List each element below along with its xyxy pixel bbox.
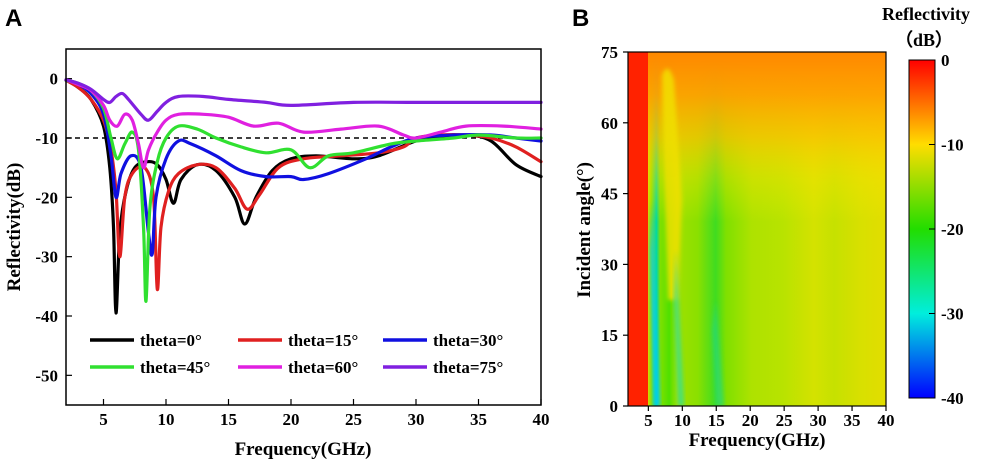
x-tick-label: 30 (408, 410, 425, 429)
panel-a-label: A (5, 5, 22, 32)
y-tick-label: 0 (50, 70, 59, 89)
x-tick-label: 15 (220, 410, 237, 429)
heatmap-y-tick-label: 0 (610, 397, 619, 416)
y-tick-label: -20 (35, 188, 58, 207)
legend-label-1: theta=15° (288, 331, 358, 350)
colorbar-tick-label: 0 (941, 51, 950, 70)
x-tick-label: 5 (99, 410, 108, 429)
colorbar-ticks: 0 -10 -20 -30 -40 (929, 51, 964, 408)
heatmap-low-freq-band (628, 52, 648, 406)
heatmap-x-tick-label: 10 (674, 411, 691, 430)
colorbar-title: Reflectivity (882, 4, 970, 24)
heatmap-absorption-streak-2 (674, 250, 684, 406)
colorbar-tick-label: -20 (941, 220, 964, 239)
panel-b-xlabel: Frequency(GHz) (689, 430, 826, 451)
panel-a-ticks: 5 10 15 20 25 30 35 40 0 -10 -20 -30 -40 -50 (35, 70, 549, 429)
panel-a-frame (65, 48, 542, 406)
heatmap-absorption-streak-1 (650, 200, 660, 406)
heatmap-y-tick-label: 30 (601, 255, 618, 274)
legend-label-2: theta=30° (433, 331, 503, 350)
colorbar-tick-label: -40 (941, 389, 964, 408)
heatmap (628, 52, 886, 406)
panel-b-ticks: 5 10 15 20 25 30 35 40 0 15 30 45 60 75 (601, 43, 895, 430)
legend-label-5: theta=75° (433, 358, 503, 377)
legend-label-0: theta=0° (140, 331, 202, 350)
heatmap-y-tick-label: 45 (601, 185, 618, 204)
panel-a-xlabel: Frequency(GHz) (235, 439, 372, 460)
heatmap-x-tick-label: 35 (844, 411, 861, 430)
series-line-0 (64, 78, 543, 315)
y-tick-label: -50 (35, 366, 58, 385)
x-tick-label: 10 (158, 410, 175, 429)
colorbar-tick-label: -10 (941, 136, 964, 155)
y-tick-label: -30 (35, 248, 58, 267)
heatmap-x-tick-label: 15 (708, 411, 725, 430)
heatmap-y-tick-label: 15 (601, 326, 618, 345)
colorbar-unit: （dB） (895, 30, 953, 50)
panel-b-ylabel: Incident angle(°) (574, 162, 595, 298)
heatmap-x-tick-label: 5 (644, 411, 653, 430)
series-line-4 (64, 78, 543, 170)
y-tick-label: -40 (35, 307, 58, 326)
legend-label-4: theta=60° (288, 358, 358, 377)
panel-a-ylabel: Reflectivity(dB) (4, 163, 25, 292)
heatmap-y-tick-label: 75 (601, 43, 618, 62)
heatmap-ridge (662, 68, 682, 300)
x-tick-label: 20 (283, 410, 300, 429)
heatmap-x-tick-label: 40 (878, 411, 895, 430)
colorbar-tick-label: -30 (941, 305, 964, 324)
heatmap-absorption-streak-3 (712, 300, 724, 406)
panel-b-label: B (572, 5, 589, 32)
heatmap-x-tick-label: 25 (776, 411, 793, 430)
x-tick-label: 40 (533, 410, 550, 429)
x-tick-label: 35 (470, 410, 487, 429)
heatmap-x-tick-label: 20 (742, 411, 759, 430)
y-tick-label: -10 (35, 129, 58, 148)
series-line-5 (64, 78, 543, 122)
panel-b-frame (627, 51, 887, 407)
legend-label-3: theta=45° (140, 358, 210, 377)
legend: theta=0° theta=15° theta=30° theta=45° theta… (90, 331, 503, 377)
heatmap-x-tick-label: 30 (810, 411, 827, 430)
x-tick-label: 25 (345, 410, 362, 429)
series-line-3 (64, 78, 543, 303)
panel-a-series (64, 78, 543, 315)
heatmap-y-tick-label: 60 (601, 114, 618, 133)
